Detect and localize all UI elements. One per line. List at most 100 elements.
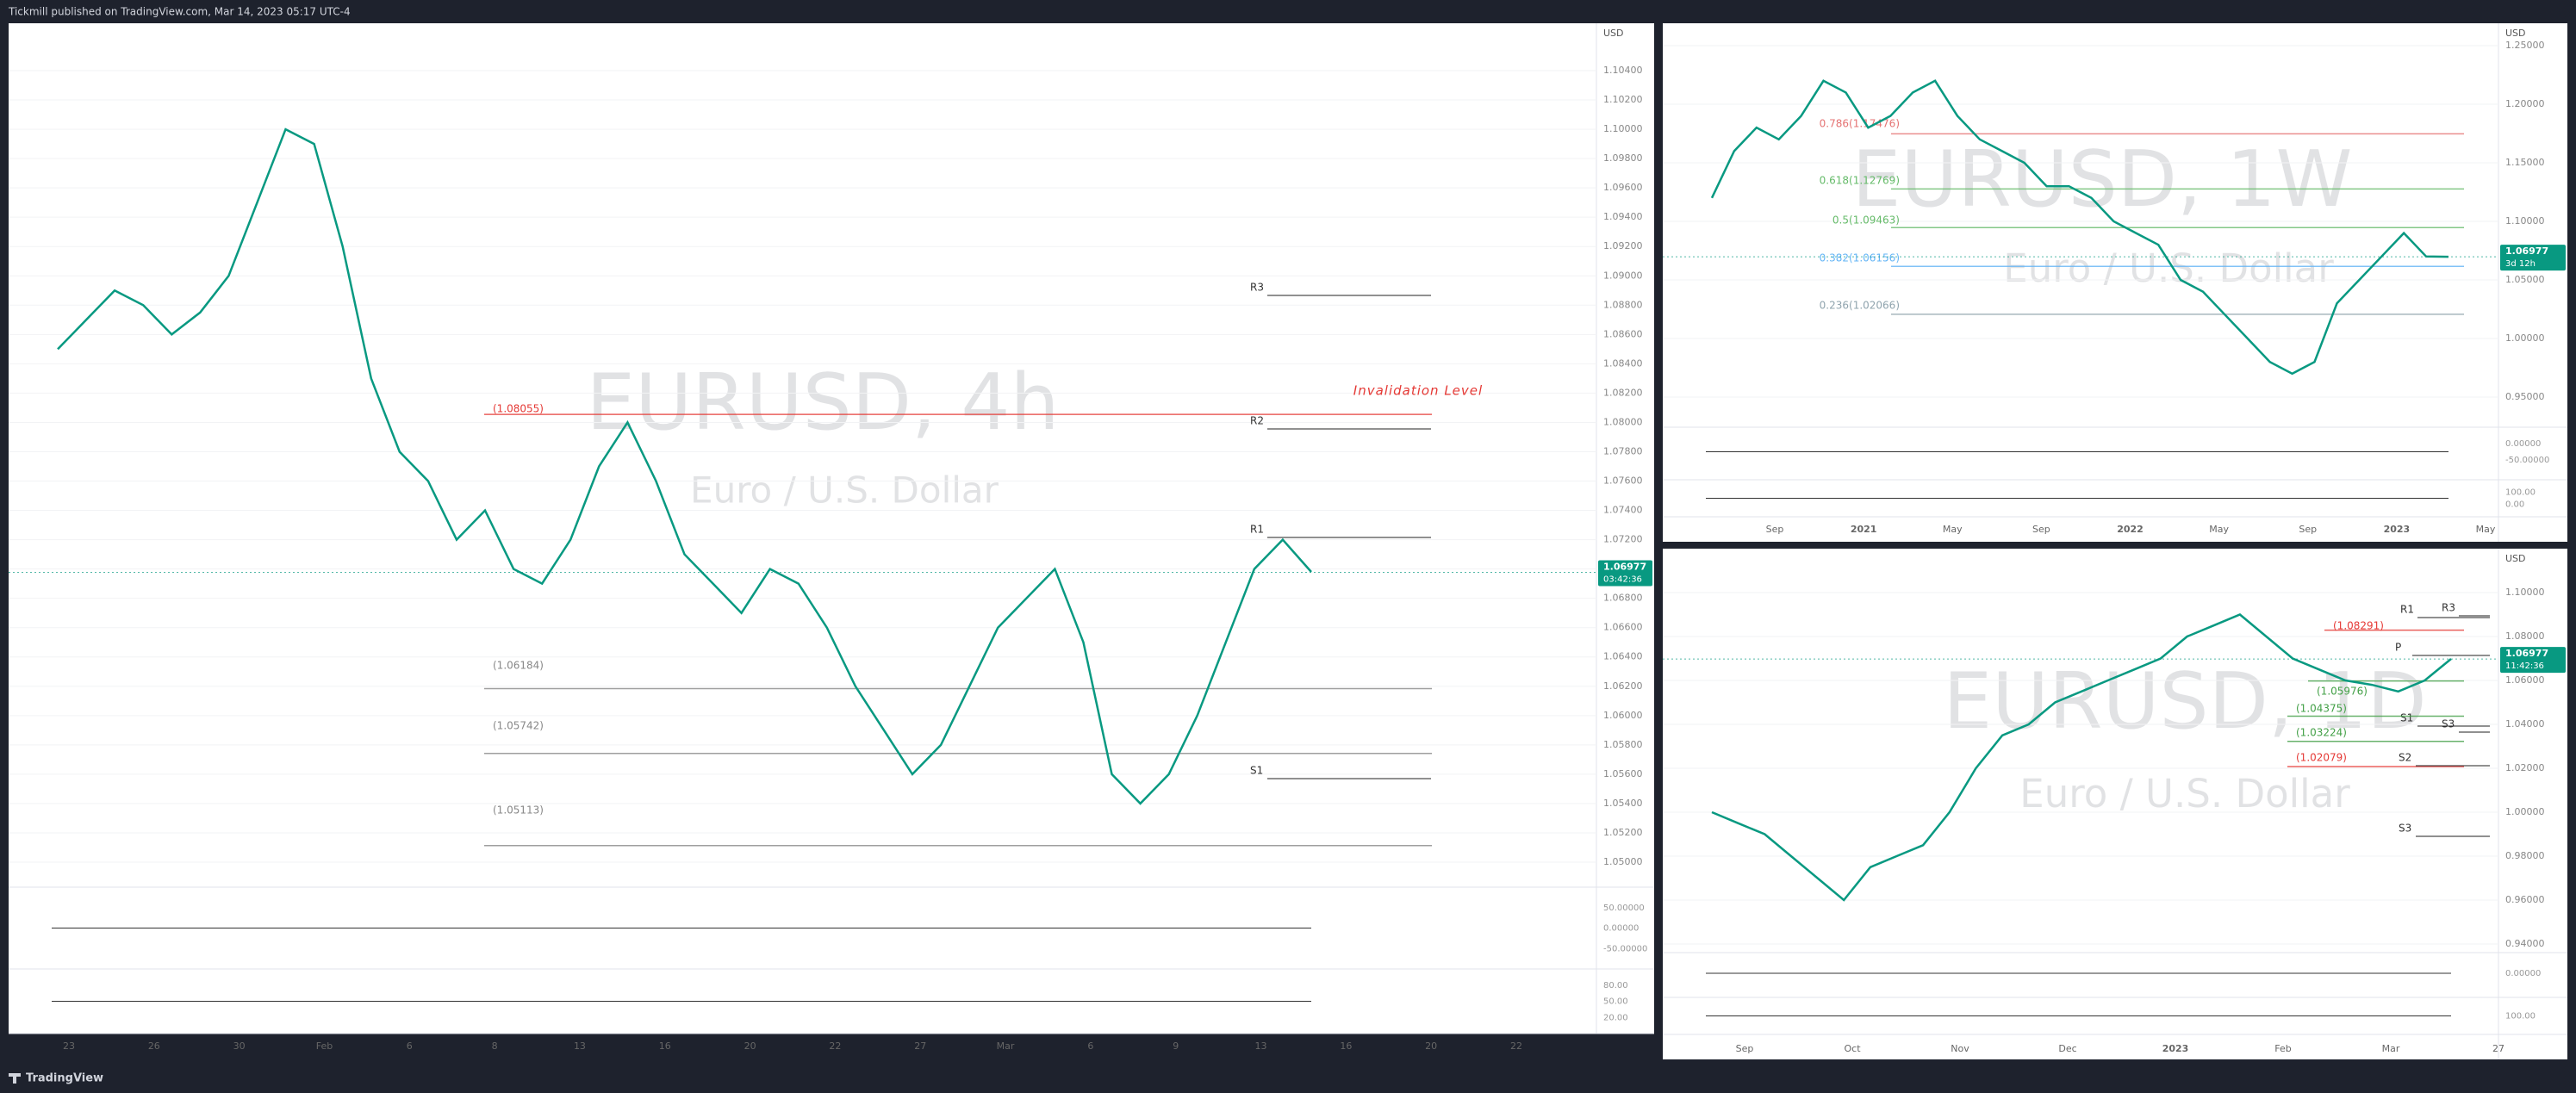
panel-background xyxy=(1663,549,2567,1059)
price-tag: 1.06977 xyxy=(2505,245,2548,257)
watermark-description: Euro / U.S. Dollar xyxy=(690,469,999,512)
price-label: 1.04000 xyxy=(2505,718,2545,730)
price-label: 1.06600 xyxy=(1603,622,1643,633)
time-label: Sep xyxy=(1736,1043,1754,1054)
price-label: 1.02000 xyxy=(2505,762,2545,773)
price-label: 1.09600 xyxy=(1603,182,1643,193)
countdown: 3d 12h xyxy=(2505,259,2536,269)
price-label: 1.05200 xyxy=(1603,827,1643,838)
price-label: 1.06400 xyxy=(1603,651,1643,662)
time-label: 13 xyxy=(1255,1040,1267,1052)
price-label: 1.10000 xyxy=(2505,215,2545,227)
price-label: 1.08400 xyxy=(1603,357,1643,369)
time-label: 20 xyxy=(1425,1040,1437,1052)
time-label: May xyxy=(1943,524,1963,535)
price-label: 1.07400 xyxy=(1603,505,1643,516)
price-label: 1.08000 xyxy=(2505,630,2545,642)
annotation: (1.04375) xyxy=(2296,703,2347,715)
indicator-label: 50.00000 xyxy=(1603,904,1645,913)
price-label: 1.10200 xyxy=(1603,94,1643,105)
time-label: Mar xyxy=(997,1040,1015,1052)
indicator-label: 0.00000 xyxy=(2505,439,2541,449)
price-line xyxy=(1711,613,2452,902)
time-label: Nov xyxy=(1951,1043,1969,1054)
price-label: 1.20000 xyxy=(2505,98,2545,109)
price-line xyxy=(57,127,1312,805)
time-label: 23 xyxy=(63,1040,75,1052)
annotation: 0.618(1.12769) xyxy=(1820,175,1900,187)
price-label: 1.06800 xyxy=(1603,593,1643,604)
annotation: (1.05976) xyxy=(2317,686,2368,698)
price-label: 1.06000 xyxy=(1603,710,1643,721)
annotation: (1.08055) xyxy=(493,403,544,415)
price-line xyxy=(1710,79,2449,376)
indicator-label: 100.00 xyxy=(2505,1012,2536,1022)
watermark-description: Euro / U.S. Dollar xyxy=(2003,245,2334,291)
time-label: 22 xyxy=(1510,1040,1522,1052)
time-label: 26 xyxy=(148,1040,160,1052)
price-label: 1.05000 xyxy=(1603,856,1643,867)
annotation: S1 xyxy=(1250,765,1263,777)
annotation: S3 xyxy=(2399,823,2411,835)
indicator-label: -50.00000 xyxy=(1603,944,1647,953)
price-tag-background xyxy=(2500,647,2566,674)
annotation: R1 xyxy=(1250,524,1264,536)
countdown: 11:42:36 xyxy=(2505,661,2544,671)
time-label: Sep xyxy=(2299,524,2317,535)
annotation: 0.786(1.17476) xyxy=(1820,118,1900,130)
price-label: 1.08200 xyxy=(1603,387,1643,398)
annotation: S2 xyxy=(2399,752,2411,764)
price-label: 1.05600 xyxy=(1603,768,1643,779)
price-label: 1.09400 xyxy=(1603,211,1643,222)
watermark-description: Euro / U.S. Dollar xyxy=(2019,771,2350,817)
time-label: 9 xyxy=(1173,1040,1179,1052)
time-label: 2023 xyxy=(2384,524,2411,535)
price-tag-background xyxy=(2500,245,2566,271)
time-label: 6 xyxy=(1087,1040,1093,1052)
time-label: 6 xyxy=(407,1040,413,1052)
price-label: 0.96000 xyxy=(2505,894,2545,905)
time-label: 27 xyxy=(914,1040,926,1052)
time-label: 2023 xyxy=(2162,1043,2189,1054)
time-label: Feb xyxy=(2274,1043,2291,1054)
time-label: 2022 xyxy=(2117,524,2144,535)
price-label: 1.15000 xyxy=(2505,157,2545,168)
time-label: 27 xyxy=(2492,1043,2504,1054)
annotation: (1.06184) xyxy=(493,660,544,672)
time-label: Oct xyxy=(1844,1043,1861,1054)
panel-background xyxy=(1663,23,2567,542)
price-label: 1.09000 xyxy=(1603,270,1643,281)
price-label: 1.10000 xyxy=(2505,587,2545,598)
price-label: 1.07600 xyxy=(1603,475,1643,487)
watermark-symbol: EURUSD, 1W xyxy=(1851,134,2352,225)
brand: TradingView xyxy=(26,1072,103,1085)
annotation: P xyxy=(2395,642,2401,654)
annotation: R1 xyxy=(2400,604,2414,616)
price-label: 1.05000 xyxy=(2505,274,2545,285)
time-label: Sep xyxy=(2032,524,2050,535)
annotation: R2 xyxy=(1250,415,1264,427)
price-label: 1.05800 xyxy=(1603,739,1643,750)
time-label: May xyxy=(2476,524,2496,535)
indicator-label: -50.00000 xyxy=(2505,456,2549,465)
annotation: R3 xyxy=(2442,602,2455,614)
annotation: (1.02079) xyxy=(2296,752,2347,764)
time-label: Mar xyxy=(2382,1043,2400,1054)
annotation: 0.5(1.09463) xyxy=(1832,214,1900,227)
time-label: 16 xyxy=(659,1040,671,1052)
annotation: (1.03224) xyxy=(2296,727,2347,739)
time-label: Sep xyxy=(1766,524,1784,535)
price-label: 1.10000 xyxy=(1603,123,1643,134)
time-label: Dec xyxy=(2058,1043,2076,1054)
annotation: (1.05113) xyxy=(493,804,544,817)
annotation: S3 xyxy=(2442,718,2455,730)
time-label: 8 xyxy=(492,1040,498,1052)
price-label: 1.09800 xyxy=(1603,152,1643,164)
price-label: 1.00000 xyxy=(2505,806,2545,817)
indicator-label: 50.00 xyxy=(1603,997,1628,1007)
indicator-label: 0.00000 xyxy=(2505,969,2541,978)
watermark-symbol: EURUSD, 4h xyxy=(586,357,1059,448)
annotation: S1 xyxy=(2400,712,2413,724)
indicator-label: 100.00 xyxy=(2505,488,2536,497)
